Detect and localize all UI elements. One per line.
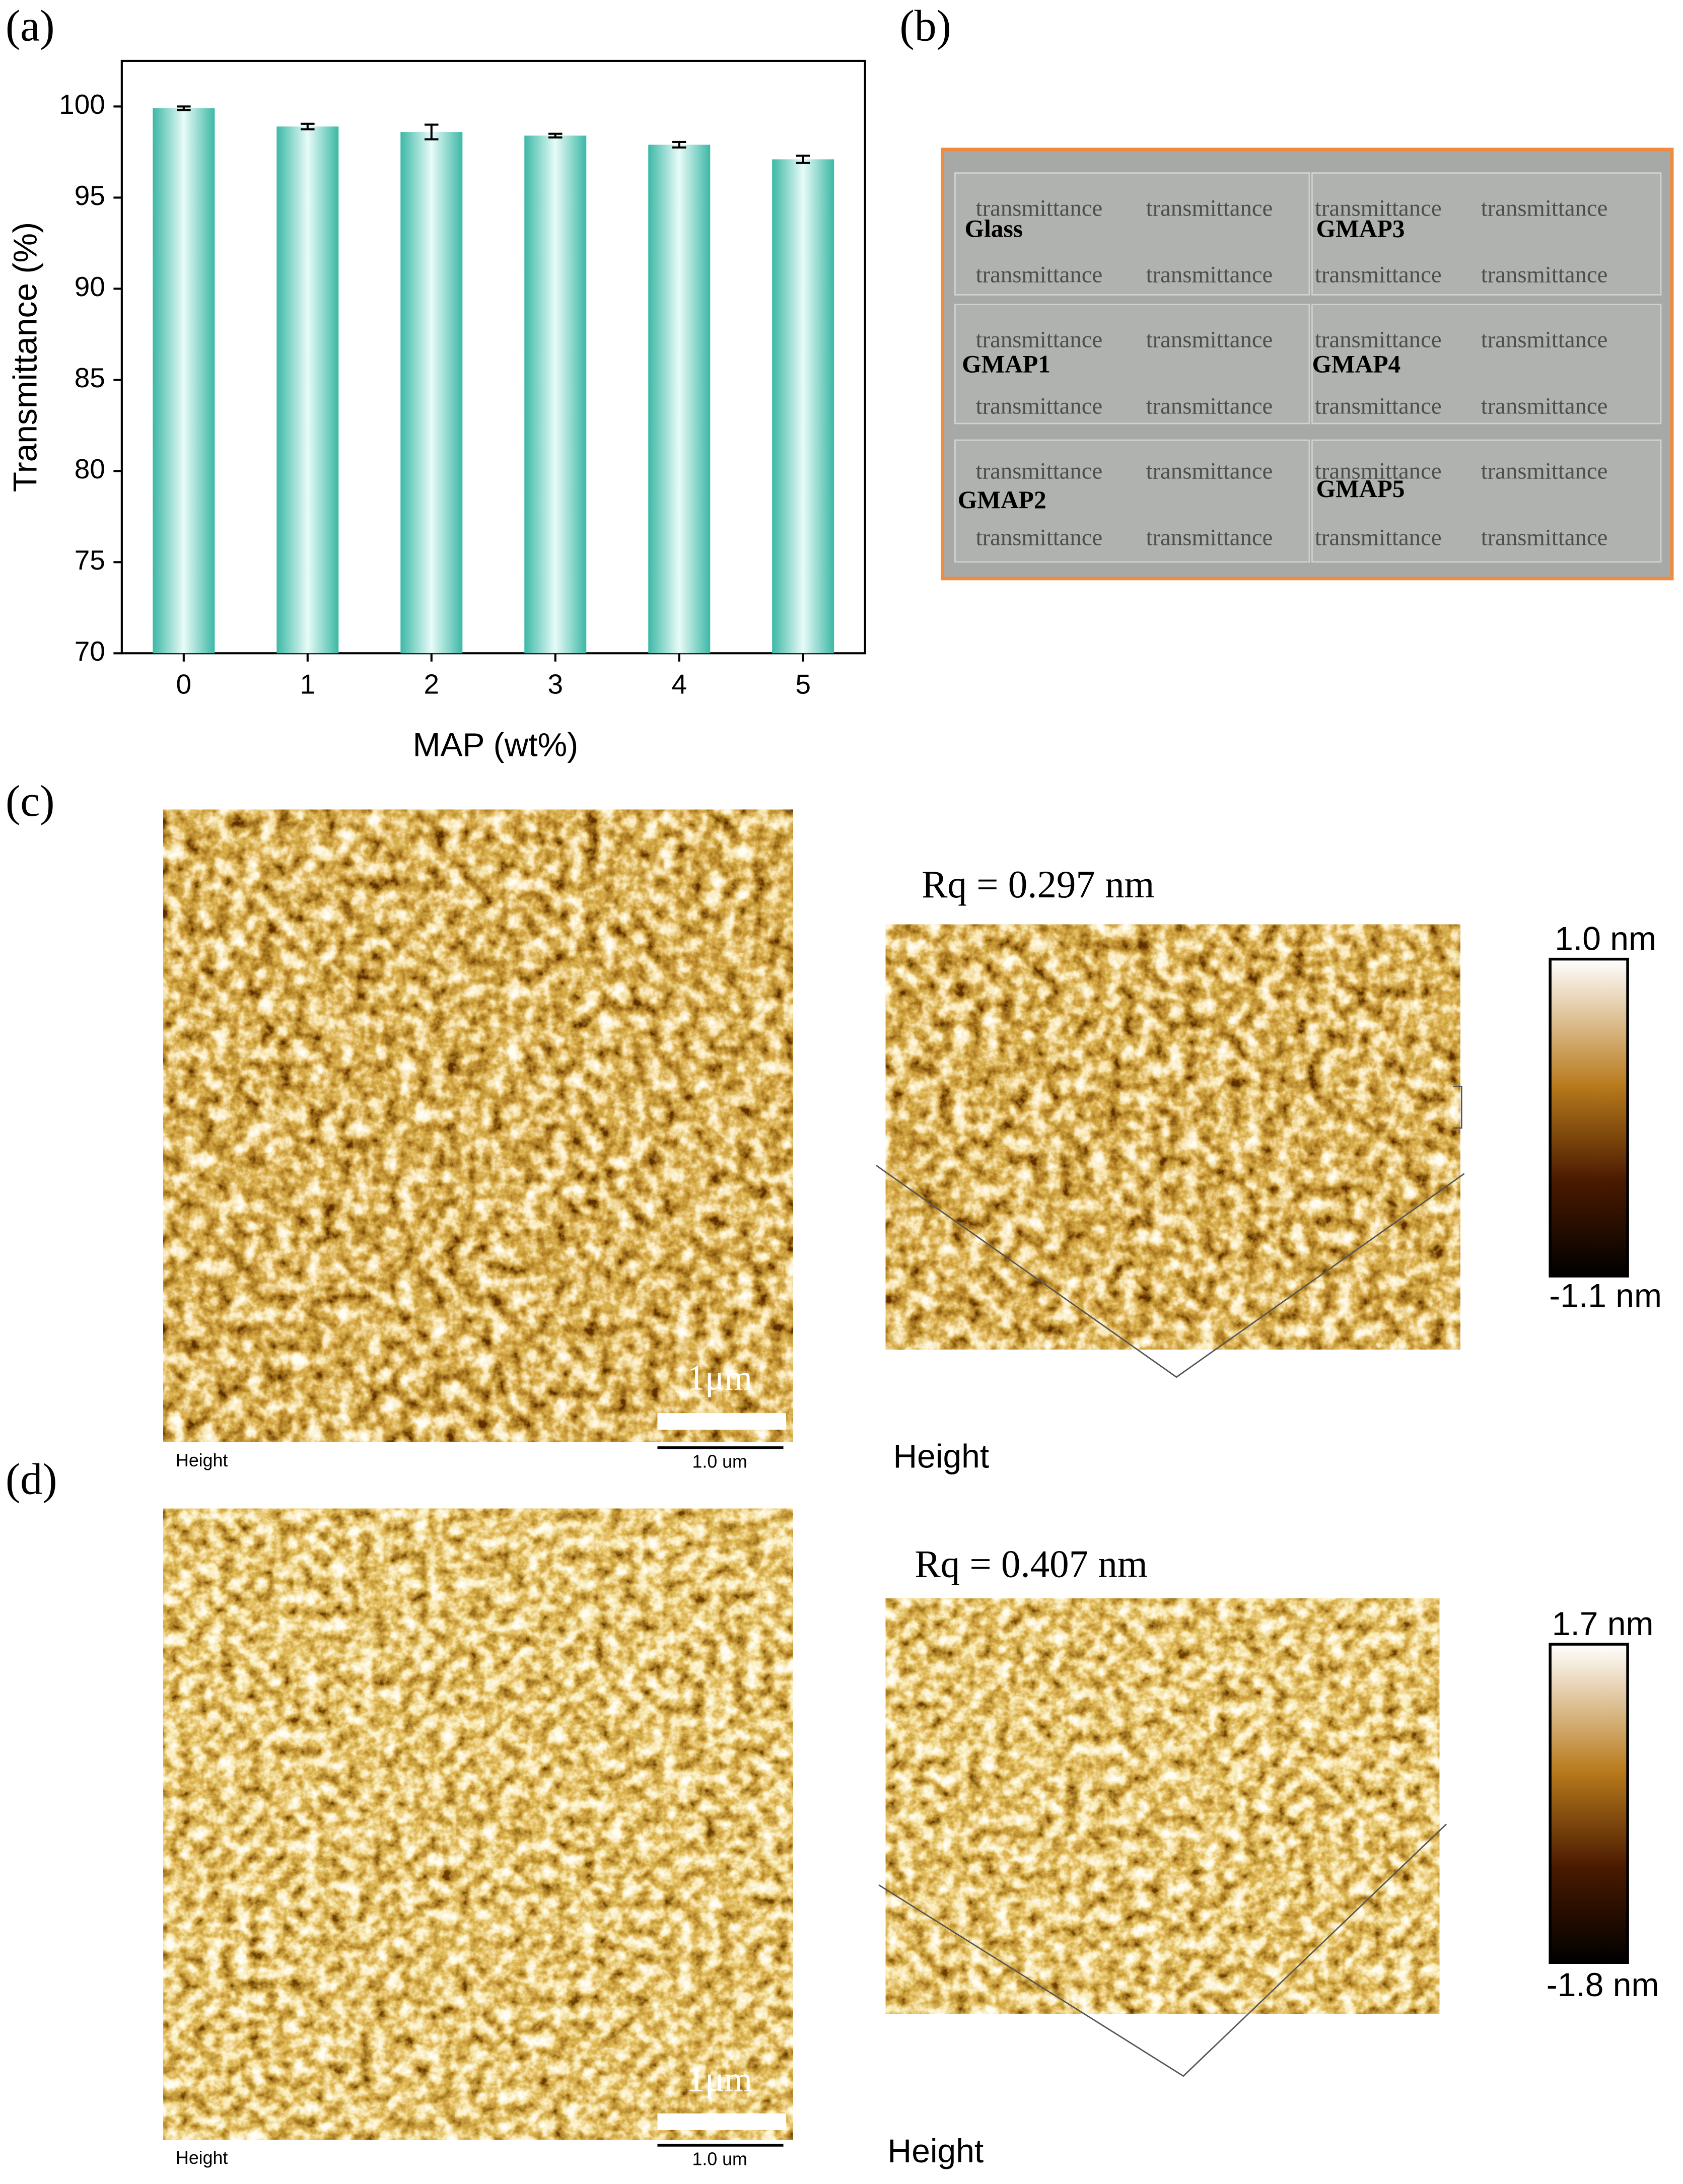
photo-background-text: transmittance	[1315, 195, 1442, 221]
x-tick-label: 2	[424, 669, 440, 700]
error-bar	[425, 123, 439, 140]
photo-background-text: transmittance	[1315, 393, 1442, 419]
error-bar	[177, 105, 191, 111]
sample-label: GMAP5	[1316, 475, 1405, 503]
photo-background-text: transmittance	[1146, 525, 1273, 551]
photo-background-text: transmittance	[976, 327, 1103, 353]
y-tick-label: 75	[75, 544, 105, 576]
afm-surface	[885, 1598, 1440, 2014]
scale-label: 1.0 um	[692, 1452, 747, 1472]
sample-label: GMAP1	[962, 350, 1050, 378]
surface-label: Height	[888, 2132, 984, 2169]
slide	[1311, 304, 1662, 425]
sample-label: GMAP4	[1312, 350, 1400, 378]
photo-background-text: transmittance	[976, 458, 1103, 484]
y-axis-title: Transmittance (%)	[6, 222, 43, 492]
error-bar	[548, 132, 563, 139]
colorbar	[1549, 957, 1629, 1278]
panel-label: (c)	[6, 777, 55, 826]
afm-image	[163, 809, 793, 1442]
image-label: Height	[176, 1450, 228, 1470]
photo-background-text: transmittance	[1146, 195, 1273, 221]
photo-background-text: transmittance	[1315, 261, 1442, 288]
surface-axis	[1453, 1086, 1462, 1129]
photo-background-text: transmittance	[1146, 261, 1273, 288]
y-tick-label: 80	[75, 453, 105, 484]
x-axis-title: MAP (wt%)	[413, 726, 579, 763]
scale-bar-label: 1μm	[687, 2060, 752, 2099]
afm-surface	[885, 924, 1460, 1350]
image-label: Height	[176, 2148, 228, 2168]
surface-axis	[875, 1165, 1465, 1378]
x-tick-label: 0	[176, 669, 192, 700]
sample-label: Glass	[965, 215, 1023, 242]
x-tick-label: 5	[795, 669, 811, 700]
y-tick-label: 85	[75, 362, 105, 393]
slide	[954, 439, 1310, 563]
x-tick-label: 1	[300, 669, 316, 700]
error-bar	[672, 140, 686, 149]
afm-image	[163, 1508, 793, 2140]
photo-background-text: transmittance	[1146, 327, 1273, 353]
error-bar	[301, 122, 315, 130]
bar	[153, 108, 215, 654]
photo-background-text: transmittance	[976, 195, 1103, 221]
error-bar	[796, 155, 810, 164]
colorbar-min: -1.1 nm	[1549, 1277, 1662, 1314]
y-tick-label: 90	[75, 271, 105, 302]
slide	[1311, 172, 1662, 296]
y-tick-label: 100	[59, 89, 105, 120]
colorbar-min: -1.8 nm	[1547, 1966, 1659, 2003]
bar	[648, 145, 711, 654]
scale-bar-label: 1μm	[687, 1358, 752, 1397]
sample-label: GMAP3	[1316, 215, 1405, 242]
photo-background-text: transmittance	[1315, 525, 1442, 551]
photo-background-text: transmittance	[1481, 261, 1608, 288]
bar	[276, 126, 339, 654]
panel-label: (a)	[6, 2, 55, 51]
photo-background-text: transmittance	[1481, 195, 1608, 221]
panel-label: (b)	[899, 2, 951, 51]
scale-bar	[657, 2113, 787, 2130]
photo-background-text: transmittance	[1146, 458, 1273, 484]
slide	[954, 304, 1310, 425]
photo-background-text: transmittance	[1481, 525, 1608, 551]
bar	[772, 159, 834, 654]
surface-label: Height	[893, 1437, 990, 1474]
scale-bar	[657, 1413, 787, 1430]
surface-axis	[878, 1823, 1447, 2077]
x-tick-label: 3	[547, 669, 563, 700]
bar	[400, 132, 463, 654]
scale-label: 1.0 um	[692, 2149, 747, 2169]
slide	[1311, 439, 1662, 563]
photo-background-text: transmittance	[1481, 458, 1608, 484]
rq-label: Rq = 0.407 nm	[915, 1542, 1147, 1586]
photo-background-text: transmittance	[1481, 393, 1608, 419]
photo-background-text: transmittance	[1481, 327, 1608, 353]
x-tick-label: 4	[671, 669, 687, 700]
rq-label: Rq = 0.297 nm	[922, 863, 1154, 906]
panel-label: (d)	[6, 1455, 57, 1504]
photo-background-text: transmittance	[976, 525, 1103, 551]
slide	[954, 172, 1310, 296]
colorbar-max: 1.0 nm	[1555, 920, 1656, 957]
photo-background-text: transmittance	[1146, 393, 1273, 419]
plot-frame	[120, 59, 866, 655]
photo: transmittance transmittance transmittance t…	[941, 148, 1674, 581]
y-tick-label: 95	[75, 180, 105, 211]
bar	[524, 135, 587, 654]
colorbar-max: 1.7 nm	[1552, 1605, 1654, 1642]
photo-background-text: transmittance	[1315, 327, 1442, 353]
photo-background-text: transmittance	[976, 261, 1103, 288]
photo-background-text: transmittance	[1315, 458, 1442, 484]
colorbar	[1549, 1643, 1629, 1964]
sample-label: GMAP2	[958, 486, 1046, 514]
y-tick-label: 70	[75, 636, 105, 667]
photo-background-text: transmittance	[976, 393, 1103, 419]
